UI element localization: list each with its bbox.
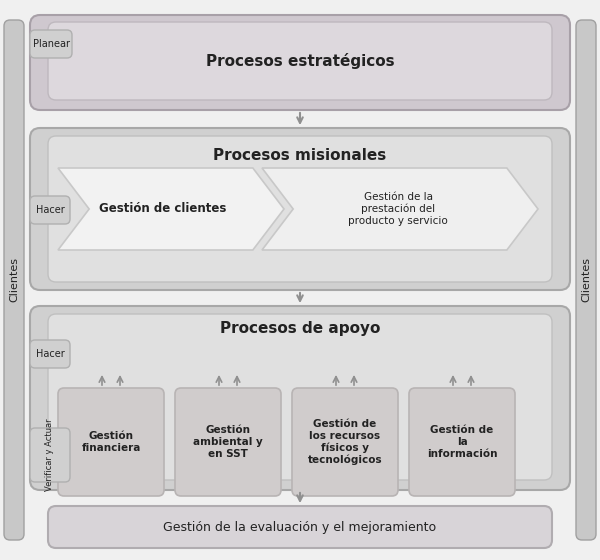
- FancyBboxPatch shape: [292, 388, 398, 496]
- FancyBboxPatch shape: [30, 340, 70, 368]
- Polygon shape: [262, 168, 538, 250]
- Text: Gestión de la
prestación del
producto y servicio: Gestión de la prestación del producto y …: [348, 192, 448, 226]
- FancyBboxPatch shape: [175, 388, 281, 496]
- FancyBboxPatch shape: [48, 22, 552, 100]
- FancyBboxPatch shape: [48, 506, 552, 548]
- FancyBboxPatch shape: [576, 20, 596, 540]
- Text: Gestión de
la
información: Gestión de la información: [427, 426, 497, 459]
- Text: Gestión
financiera: Gestión financiera: [82, 431, 140, 453]
- Text: Procesos estratégicos: Procesos estratégicos: [206, 53, 394, 69]
- Text: Gestión de clientes: Gestión de clientes: [100, 203, 227, 216]
- FancyBboxPatch shape: [58, 388, 164, 496]
- Text: Clientes: Clientes: [9, 258, 19, 302]
- FancyBboxPatch shape: [30, 196, 70, 224]
- FancyBboxPatch shape: [409, 388, 515, 496]
- FancyBboxPatch shape: [30, 428, 70, 482]
- Text: Verificar y Actuar: Verificar y Actuar: [46, 419, 55, 491]
- FancyBboxPatch shape: [30, 15, 570, 110]
- Text: Gestión de la evaluación y el mejoramiento: Gestión de la evaluación y el mejoramien…: [163, 520, 437, 534]
- FancyBboxPatch shape: [4, 20, 24, 540]
- Text: Clientes: Clientes: [581, 258, 591, 302]
- FancyBboxPatch shape: [30, 128, 570, 290]
- FancyBboxPatch shape: [30, 306, 570, 490]
- Text: Hacer: Hacer: [35, 205, 64, 215]
- Text: Procesos misionales: Procesos misionales: [214, 147, 386, 162]
- Text: Gestión de
los recursos
físicos y
tecnológicos: Gestión de los recursos físicos y tecnol…: [308, 419, 382, 465]
- Text: Planear: Planear: [32, 39, 70, 49]
- FancyBboxPatch shape: [48, 136, 552, 282]
- FancyBboxPatch shape: [48, 314, 552, 480]
- Text: Gestión
ambiental y
en SST: Gestión ambiental y en SST: [193, 426, 263, 459]
- FancyBboxPatch shape: [30, 30, 72, 58]
- Text: Hacer: Hacer: [35, 349, 64, 359]
- Text: Procesos de apoyo: Procesos de apoyo: [220, 320, 380, 335]
- Polygon shape: [58, 168, 284, 250]
